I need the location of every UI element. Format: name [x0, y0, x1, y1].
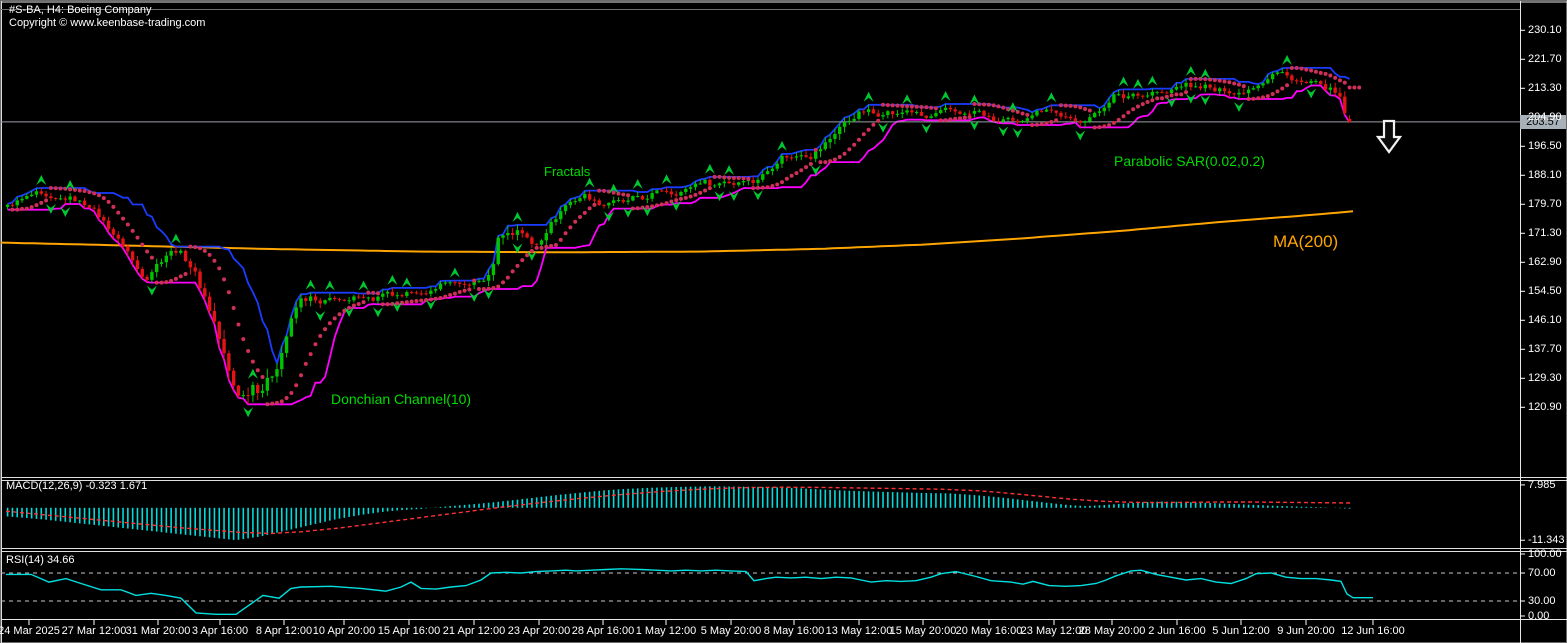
- price-axis-label: 171.30: [1528, 227, 1562, 240]
- fractal-arrows: [36, 54, 1317, 418]
- price-axis-label: 204.90: [1528, 111, 1562, 124]
- time-axis-label: 15 May 20:00: [889, 625, 957, 637]
- rsi-axis-label: 70.00: [1528, 567, 1556, 579]
- time-axis-label: 28 May 20:00: [1078, 625, 1146, 637]
- time-axis-label: 20 May 16:00: [955, 625, 1023, 637]
- macd-axis-label: -11.343: [1528, 534, 1565, 547]
- time-axis-label: 3 Apr 16:00: [191, 625, 249, 637]
- time-axis-label: 8 May 16:00: [763, 625, 825, 637]
- time-axis-label: 5 Jun 12:00: [1212, 625, 1270, 637]
- macd-signal-line: [5, 486, 1352, 535]
- price-axis-label: 230.10: [1528, 24, 1562, 37]
- donchian-indicator-label: Donchian Channel(10): [331, 391, 472, 407]
- time-axis-label: 15 Apr 16:00: [377, 625, 441, 637]
- price-axis-label: 213.30: [1528, 82, 1562, 95]
- time-axis-label: 13 May 12:00: [825, 625, 893, 637]
- candles: [5, 67, 1352, 405]
- time-axis-label: 27 Mar 12:00: [61, 625, 127, 637]
- macd-axis-label: 7.985: [1528, 478, 1556, 491]
- time-axis-label: 21 Apr 12:00: [442, 625, 506, 637]
- rsi-axis-label: 30.00: [1528, 595, 1556, 607]
- rsi-indicator-label: RSI(14) 34.66: [6, 554, 75, 566]
- chart-header: #S-BA, H4: Boeing Company Copyright © ww…: [9, 4, 205, 30]
- time-axis-label: 5 May 20:00: [700, 625, 762, 637]
- rsi-line: [6, 568, 1373, 615]
- rsi-axis-label: 100.00: [1528, 548, 1562, 560]
- price-axis-label: 137.70: [1528, 343, 1562, 356]
- time-axis-label: 10 Apr 20:00: [312, 625, 376, 637]
- time-axis-label: 31 Mar 20:00: [125, 625, 191, 637]
- price-axis-label: 188.10: [1528, 169, 1562, 182]
- parabolic-sar-indicator-label: Parabolic SAR(0.02,0.2): [1114, 153, 1265, 169]
- macd-indicator-label: MACD(12,26,9) -0.323 1.671: [6, 480, 148, 492]
- price-axis-label: 129.30: [1528, 372, 1562, 385]
- price-axis-label: 120.90: [1528, 401, 1562, 414]
- time-axis-label: 9 Jun 20:00: [1277, 625, 1335, 637]
- symbol-title: #S-BA, H4: Boeing Company: [9, 4, 152, 16]
- ma200-indicator-label: MA(200): [1273, 232, 1339, 251]
- time-axis-label: 1 May 12:00: [635, 625, 697, 637]
- price-axis-label: 154.50: [1528, 285, 1562, 298]
- rsi-axis-label: 0.00: [1528, 610, 1550, 622]
- price-axis-label: 196.50: [1528, 140, 1562, 153]
- price-axis-label: 162.90: [1528, 256, 1562, 269]
- time-axis-label: 28 Apr 16:00: [571, 625, 635, 637]
- fractals-indicator-label: Fractals: [544, 164, 591, 179]
- price-axis-label: 179.70: [1528, 198, 1562, 211]
- time-axis-label: 23 May 12:00: [1020, 625, 1088, 637]
- time-axis-label: 8 Apr 12:00: [255, 625, 313, 637]
- copyright-line: Copyright © www.keenbase-trading.com: [9, 17, 206, 29]
- time-axis-label: 2 Jun 16:00: [1148, 625, 1206, 637]
- current-price-tag: 203.57: [1520, 114, 1566, 129]
- psar-dots: [10, 65, 1362, 407]
- time-axis-label: 24 Mar 2025: [0, 625, 60, 637]
- time-axis-label: 12 Jun 16:00: [1341, 625, 1405, 637]
- macd-histogram: [6, 486, 1351, 540]
- price-axis-label: 146.10: [1528, 314, 1562, 327]
- price-axis-label: 221.70: [1528, 53, 1562, 66]
- time-axis-label: 23 Apr 20:00: [507, 625, 571, 637]
